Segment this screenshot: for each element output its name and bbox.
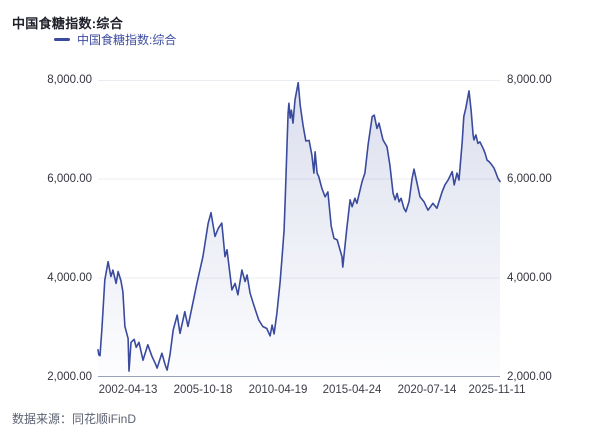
- y-axis-label-right-2000: 2,000.00: [507, 371, 552, 383]
- legend-label: 中国食糖指数:综合: [77, 32, 177, 47]
- chart-title: 中国食糖指数:综合: [12, 16, 124, 31]
- data-source-note: 数据来源：同花顺iFinD: [12, 412, 137, 426]
- y-axis-label-left-6000: 6,000.00: [47, 173, 92, 185]
- x-axis-label-1: 2005-10-18: [173, 384, 233, 396]
- x-axis-label-5: 2025-11-11: [468, 384, 526, 396]
- legend-item-sugar-index[interactable]: 中国食糖指数:综合: [54, 30, 176, 48]
- y-axis-label-left-8000: 8,000.00: [47, 74, 92, 86]
- plot-area[interactable]: [97, 80, 501, 377]
- x-axis-label-3: 2015-04-24: [322, 384, 382, 396]
- x-axis-label-0: 2002-04-13: [98, 384, 158, 396]
- y-axis-label-right-6000: 6,000.00: [507, 173, 552, 185]
- legend-line-marker-icon: [54, 37, 70, 41]
- chart-svg: [97, 80, 501, 377]
- series-line: [97, 81, 501, 372]
- y-axis-label-left-2000: 2,000.00: [47, 371, 92, 383]
- x-axis-label-4: 2020-07-14: [397, 384, 457, 396]
- series-area-fill: [98, 82, 500, 377]
- y-axis-label-right-8000: 8,000.00: [507, 74, 552, 86]
- y-axis-label-left-4000: 4,000.00: [47, 272, 92, 284]
- y-axis-label-right-4000: 4,000.00: [507, 272, 552, 284]
- x-axis-label-2: 2010-04-19: [248, 384, 308, 396]
